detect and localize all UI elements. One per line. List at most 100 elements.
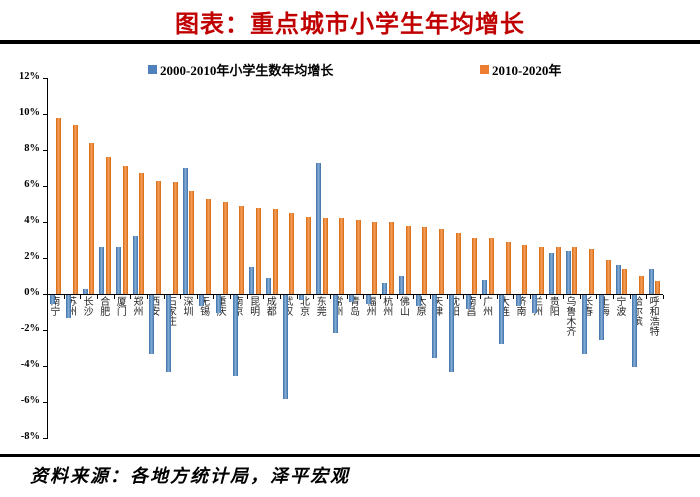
bar-杭州-2010-2020 <box>389 222 395 294</box>
bar-深圳-2010-2020 <box>189 191 195 294</box>
bar-呼和浩特-2010-2020 <box>655 281 661 294</box>
x-axis-tick <box>479 295 481 299</box>
bar-济南-2000-2010 <box>515 295 521 306</box>
bar-重庆-2000-2010 <box>216 295 221 313</box>
x-axis-category-label: 长春 <box>583 297 594 318</box>
x-axis-category-label: 苏州 <box>66 297 77 318</box>
y-axis-tick-label: 12% <box>19 71 40 82</box>
x-axis-tick <box>113 295 115 299</box>
x-axis-category-label: 哈尔滨 <box>633 297 643 328</box>
bar-南京-2010-2020 <box>239 205 245 294</box>
bar-合肥-2010-2020 <box>106 157 112 294</box>
x-axis-tick <box>213 295 215 299</box>
x-axis-category-label: 乌鲁木齐 <box>566 297 577 338</box>
x-axis-tick <box>429 295 431 299</box>
bottom-divider <box>0 454 700 457</box>
x-axis-tick <box>313 295 315 299</box>
bar-乌鲁木齐-2010-2020 <box>572 247 578 294</box>
bar-北京-2010-2020 <box>305 216 311 294</box>
bar-沈阳-2010-2020 <box>455 232 461 294</box>
y-axis-tick <box>43 366 47 367</box>
x-axis-tick <box>63 295 65 299</box>
y-axis-tick-label: 4% <box>24 215 40 226</box>
top-divider <box>0 40 700 44</box>
x-axis-tick <box>663 295 664 299</box>
y-axis-tick-label: 2% <box>24 251 40 262</box>
x-axis-category-label: 重庆 <box>216 297 227 318</box>
x-axis-tick <box>463 295 465 299</box>
bar-佛山-2000-2010 <box>399 276 405 294</box>
x-axis-category-label: 上海 <box>599 297 610 318</box>
x-axis-category-label: 石家庄 <box>166 297 177 328</box>
bar-天津-2000-2010 <box>432 295 438 358</box>
bar-合肥-2000-2010 <box>99 247 105 294</box>
bar-贵阳-2010-2020 <box>555 247 561 294</box>
y-axis-tick <box>43 186 47 187</box>
bar-长沙-2010-2020 <box>89 142 95 294</box>
bar-贵阳-2000-2010 <box>548 252 554 294</box>
x-axis-category-label: 福州 <box>366 297 377 318</box>
x-axis-category-label: 武汉 <box>283 297 294 318</box>
bar-常州-2000-2010 <box>332 295 338 333</box>
y-axis-tick <box>43 150 47 151</box>
bar-深圳-2000-2010 <box>182 168 188 294</box>
bar-昆明-2000-2010 <box>249 267 255 294</box>
legend-series1-label: 2000-2010年小学生数年均增长 <box>160 63 334 78</box>
bar-福州-2010-2020 <box>372 222 378 294</box>
bar-南京-2000-2010 <box>232 295 238 376</box>
x-axis-tick <box>629 295 631 299</box>
bar-兰州-2010-2020 <box>538 247 544 294</box>
x-axis-tick <box>646 295 648 299</box>
x-axis-category-label: 昆明 <box>250 297 261 318</box>
x-axis-category-label: 长沙 <box>83 297 94 318</box>
x-axis-tick <box>263 295 265 299</box>
y-axis-tick-label: 10% <box>19 107 40 118</box>
bar-南昌-2010-2020 <box>472 238 478 294</box>
x-axis-tick <box>546 295 548 299</box>
bar-宁波-2000-2010 <box>615 265 621 294</box>
bar-厦门-2000-2010 <box>116 247 122 294</box>
x-axis-category-label: 兰州 <box>533 297 544 318</box>
x-axis-tick <box>280 295 282 299</box>
page-title: 图表：重点城市小学生年均增长 <box>175 12 525 38</box>
x-axis-category-label: 沈阳 <box>449 297 460 318</box>
bar-西安-2010-2020 <box>156 180 162 294</box>
y-axis-tick <box>43 114 47 115</box>
legend-series2-label: 2010-2020年 <box>492 63 562 78</box>
x-axis-line <box>47 294 663 295</box>
bar-太原-2010-2020 <box>422 227 428 294</box>
x-axis-tick <box>563 295 565 299</box>
bar-南宁-2000-2010 <box>49 295 55 304</box>
x-axis-category-label: 成都 <box>266 297 277 318</box>
x-axis-category-label: 广州 <box>483 297 494 318</box>
bar-宁波-2010-2020 <box>622 268 628 294</box>
x-axis-tick <box>379 295 381 299</box>
y-axis-tick <box>43 402 47 403</box>
bar-常州-2010-2020 <box>339 218 345 294</box>
x-axis-category-label: 大连 <box>499 297 510 318</box>
bar-长春-2010-2020 <box>588 249 594 294</box>
bar-佛山-2010-2020 <box>405 225 411 294</box>
x-axis-tick <box>146 295 148 299</box>
bar-呼和浩特-2000-2010 <box>648 268 654 294</box>
bar-石家庄-2010-2020 <box>172 182 178 294</box>
x-axis-category-label: 合肥 <box>100 297 111 318</box>
bar-广州-2000-2010 <box>482 279 488 294</box>
x-axis-tick <box>330 295 332 299</box>
bar-北京-2000-2010 <box>299 295 305 301</box>
bar-石家庄-2000-2010 <box>166 295 172 373</box>
y-axis-tick-label: 0% <box>24 287 40 298</box>
x-axis-tick <box>296 295 298 299</box>
series1-swatch-icon <box>148 65 157 74</box>
x-axis-category-label: 佛山 <box>399 297 410 318</box>
y-axis-tick <box>43 222 47 223</box>
bar-广州-2010-2020 <box>488 238 494 294</box>
y-axis-tick-label: -6% <box>20 395 40 406</box>
x-axis-tick <box>396 295 398 299</box>
bar-南昌-2000-2010 <box>465 295 471 310</box>
x-axis-category-label: 北京 <box>300 297 311 318</box>
x-axis-category-label: 南宁 <box>50 297 61 318</box>
x-axis-tick <box>47 295 48 299</box>
legend-series2: 2010-2020年 <box>480 60 561 79</box>
